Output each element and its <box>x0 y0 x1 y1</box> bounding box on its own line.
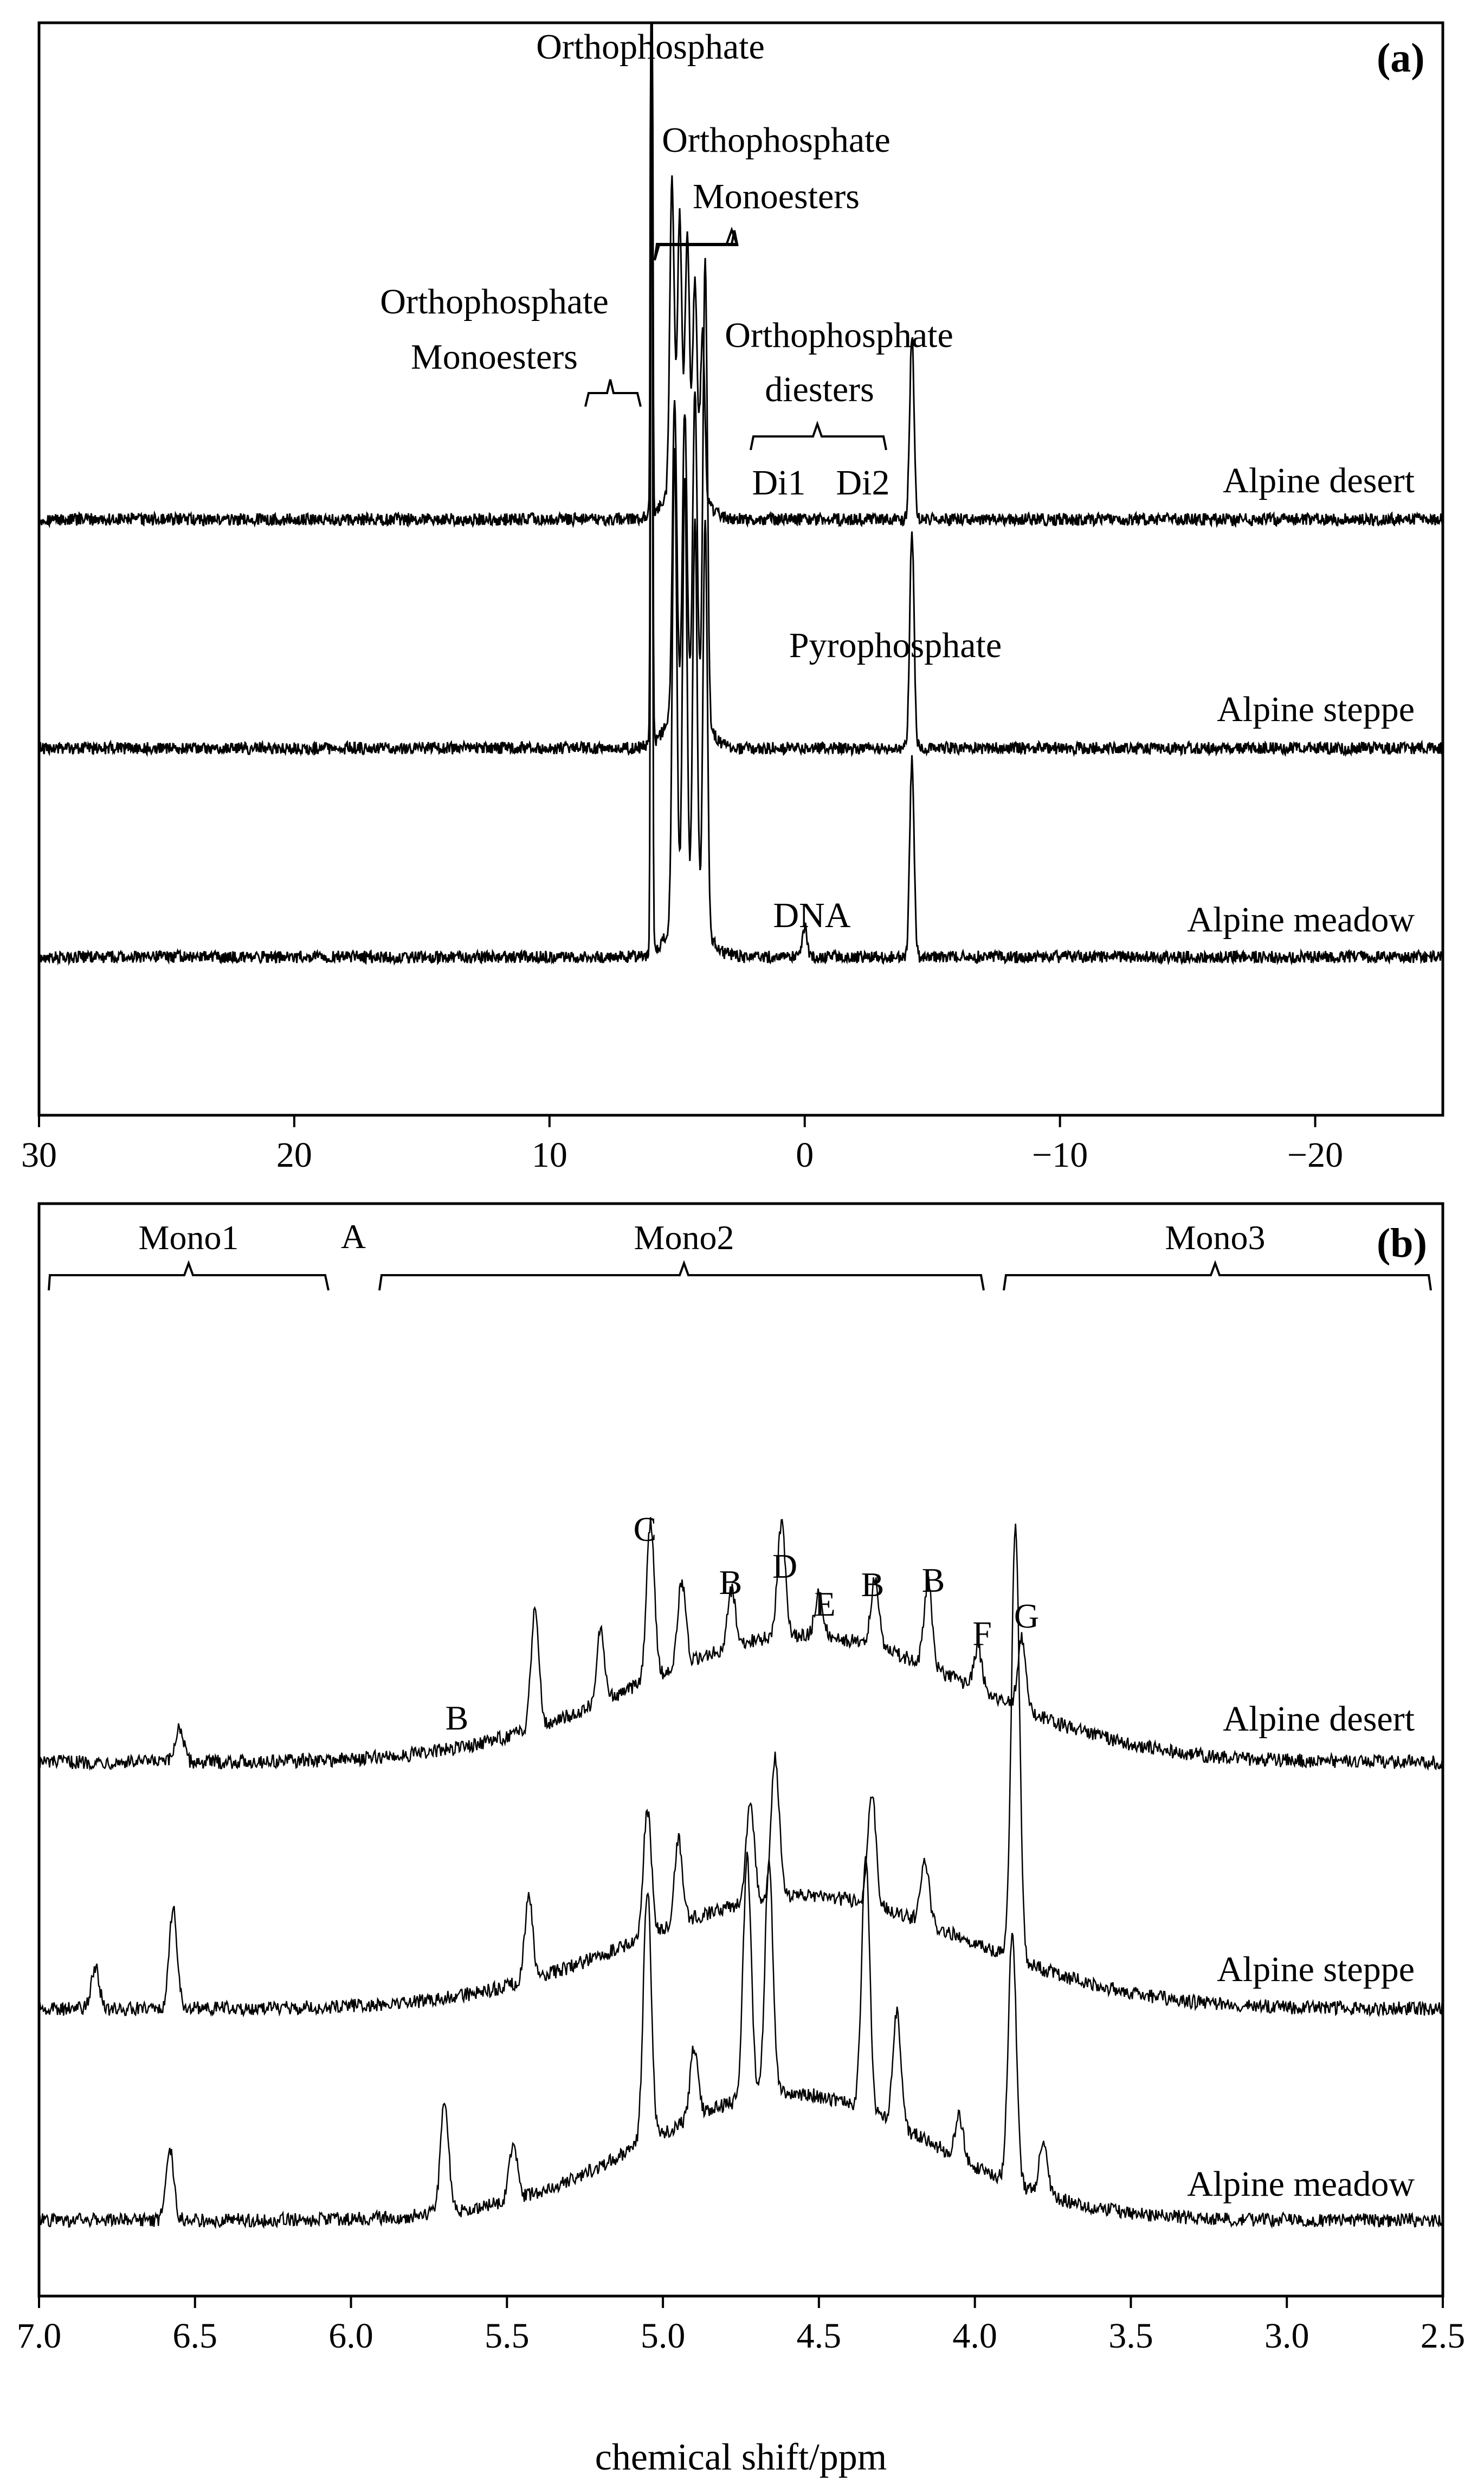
label-ortho-monoesters-right-2: Monoesters <box>693 177 860 216</box>
x-tick-label: −10 <box>1032 1135 1088 1175</box>
peak-letter-b-4: B <box>922 1561 945 1599</box>
spectrum-line-alpine-meadow <box>38 1851 1444 2229</box>
spectrum-line-alpine-steppe <box>38 24 1444 757</box>
panel-a-x-axis: 30 20 10 0 −10 −20 <box>21 1115 1343 1175</box>
brace-ortho-monoesters-left <box>584 379 642 407</box>
x-tick-label: 7.0 <box>17 2316 62 2356</box>
series-label-a-desert: Alpine desert <box>1223 461 1415 500</box>
x-tick-label: 4.0 <box>952 2316 997 2356</box>
label-orthophosphate: Orthophosphate <box>536 27 765 67</box>
series-label-b-desert: Alpine desert <box>1223 1699 1415 1739</box>
label-dna: DNA <box>773 896 851 935</box>
x-tick-label: 4.5 <box>797 2316 842 2356</box>
x-tick-label: 20 <box>276 1135 312 1175</box>
brace-mono1 <box>48 1260 330 1291</box>
region-a: A <box>341 1217 366 1256</box>
spectrum-line-alpine-meadow <box>38 24 1443 966</box>
peak-letter-b-3: B <box>861 1565 885 1604</box>
label-ortho-diesters-2: diesters <box>765 370 874 409</box>
brace-mono2 <box>378 1260 985 1291</box>
peak-letter-d: D <box>772 1547 797 1585</box>
x-tick-label: 3.0 <box>1264 2316 1309 2356</box>
x-tick-label: 30 <box>21 1135 57 1175</box>
series-label-b-steppe: Alpine steppe <box>1217 1950 1415 1989</box>
label-pyrophosphate: Pyrophosphate <box>789 626 1002 665</box>
x-tick-label: −20 <box>1287 1135 1343 1175</box>
spectrum-line-alpine-desert <box>38 24 1443 529</box>
peak-letter-c: C <box>634 1510 657 1548</box>
spectrum-line-alpine-steppe <box>38 1523 1443 2018</box>
panel-b: (b) 7.0 6.5 6.0 5.5 5.0 4.5 4.0 3.5 3.0 2.5 Mono1… <box>17 1202 1466 2478</box>
peak-letter-g: G <box>1014 1597 1039 1635</box>
panel-b-x-axis: 7.0 6.5 6.0 5.5 5.0 4.5 4.0 3.5 3.0 2.5 <box>17 2296 1466 2356</box>
region-mono3: Mono3 <box>1165 1218 1266 1257</box>
region-mono2: Mono2 <box>634 1218 734 1257</box>
region-mono1: Mono1 <box>139 1218 239 1257</box>
panel-a-traces <box>38 24 1444 966</box>
brace-ortho-monoesters-right-b <box>654 227 739 261</box>
x-tick-label: 5.5 <box>485 2316 530 2356</box>
brace-mono3 <box>1003 1260 1432 1291</box>
series-label-a-meadow: Alpine meadow <box>1187 900 1415 940</box>
panel-b-traces <box>38 1517 1444 2229</box>
peak-letter-b-1: B <box>446 1699 469 1737</box>
series-label-b-meadow: Alpine meadow <box>1187 2164 1415 2204</box>
x-tick-label: 6.0 <box>328 2316 373 2356</box>
panel-b-frame <box>37 1202 1444 2298</box>
panel-b-label: (b) <box>1377 1220 1427 1266</box>
panel-a-frame <box>37 21 1444 1117</box>
panel-a-label: (a) <box>1377 35 1425 81</box>
spectrum-line-alpine-desert <box>38 1517 1443 1771</box>
x-axis-title: chemical shift/ppm <box>595 2436 887 2478</box>
panel-a: (a) 30 20 10 0 −10 −20 Orthophosphate Orthoph… <box>21 21 1444 1175</box>
peak-letter-b-2: B <box>719 1563 743 1602</box>
series-label-a-steppe: Alpine steppe <box>1217 690 1415 729</box>
x-tick-label: 10 <box>532 1135 567 1175</box>
label-di2: Di2 <box>836 463 890 503</box>
peak-letter-f: F <box>972 1614 992 1653</box>
x-tick-label: 0 <box>796 1135 814 1175</box>
label-ortho-diesters-1: Orthophosphate <box>725 316 953 355</box>
brace-ortho-diesters <box>750 420 887 451</box>
x-tick-label: 6.5 <box>173 2316 218 2356</box>
x-tick-label: 5.0 <box>641 2316 686 2356</box>
label-ortho-monoesters-right-1: Orthophosphate <box>662 120 891 160</box>
label-ortho-monoesters-left-1: Orthophosphate <box>380 282 609 322</box>
label-di1: Di1 <box>752 463 806 503</box>
x-tick-label: 3.5 <box>1108 2316 1153 2356</box>
x-tick-label: 2.5 <box>1421 2316 1466 2356</box>
peak-letter-e: E <box>814 1585 835 1623</box>
label-ortho-monoesters-left-2: Monoesters <box>411 337 578 377</box>
